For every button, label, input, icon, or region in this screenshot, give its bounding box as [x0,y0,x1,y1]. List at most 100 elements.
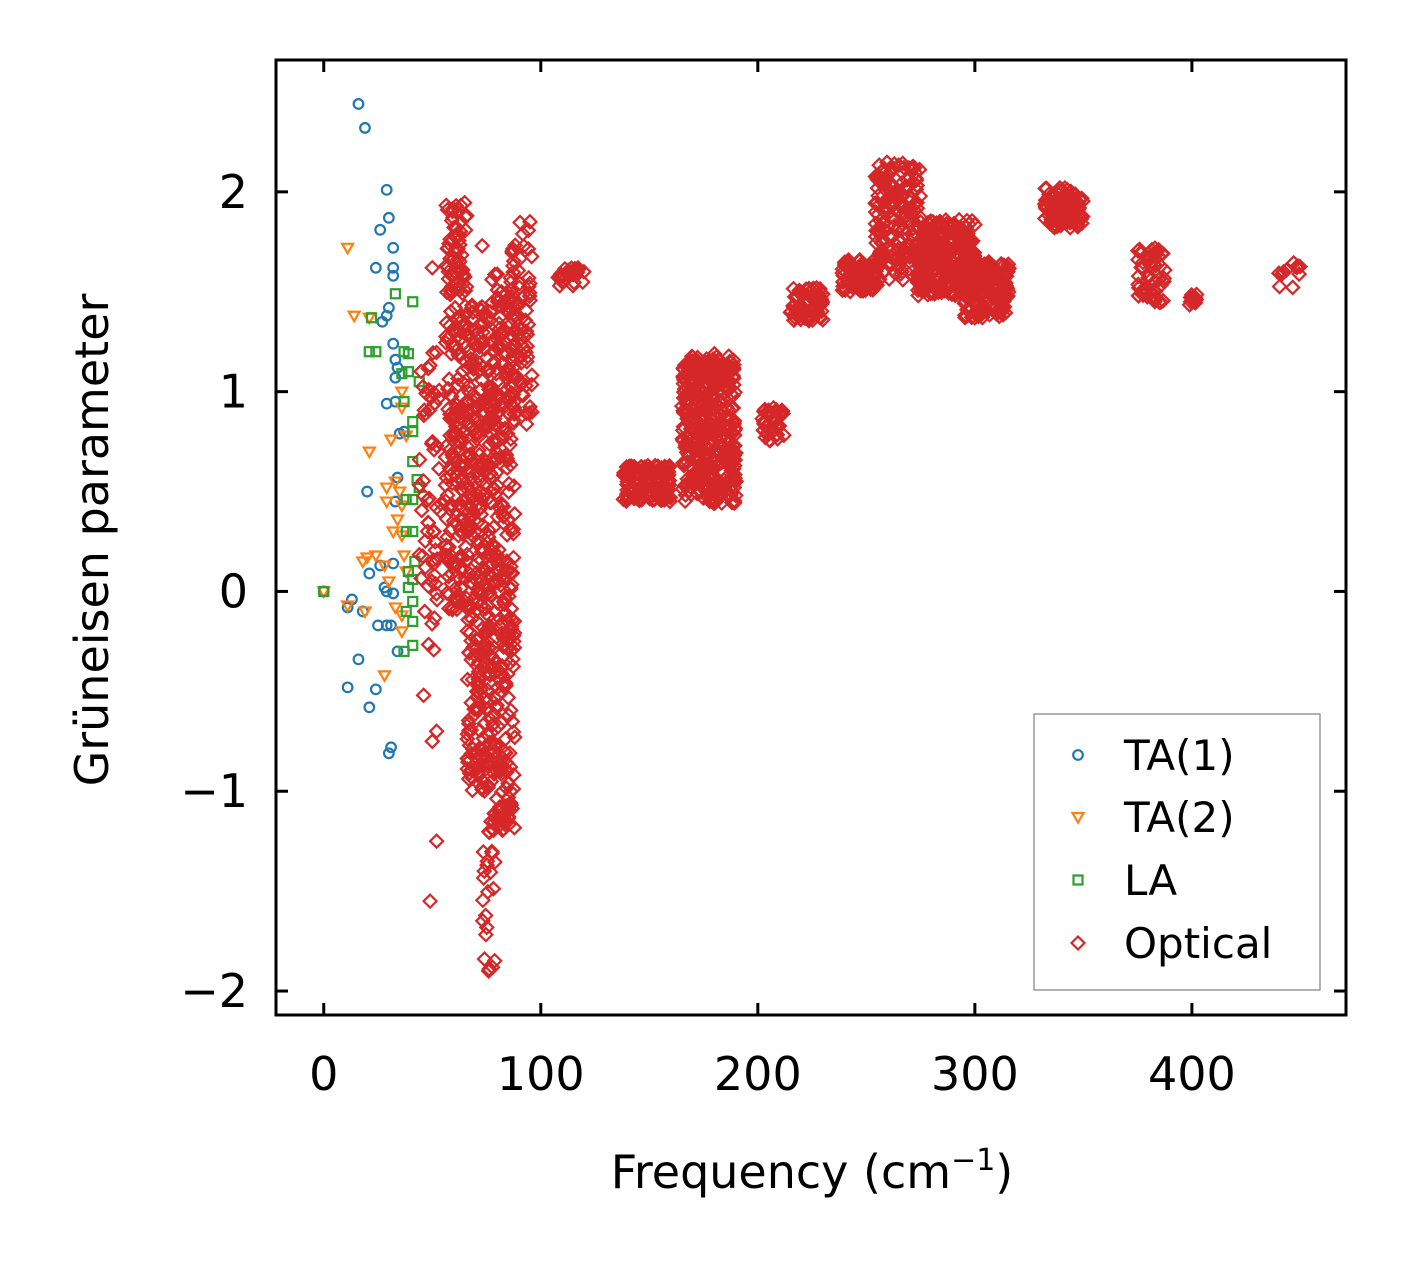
data-point [480,823,497,840]
data-point [758,425,775,442]
data-point [389,288,401,300]
legend-marker [1070,811,1086,825]
data-point [407,639,419,651]
data-point [618,467,635,485]
data-point [460,750,477,767]
data-point [400,525,412,538]
data-point [450,475,467,492]
data-point [680,407,698,424]
legend-label: TA(1) [1123,731,1235,780]
data-point [385,619,397,632]
data-point [959,236,976,253]
data-point [958,265,975,283]
data-point [491,800,508,817]
data-point [456,194,473,211]
data-point [387,602,403,616]
data-point [922,276,940,294]
data-point [1048,204,1065,221]
data-point [469,423,486,440]
data-point [463,722,480,739]
data-point [340,242,356,256]
data-point [491,573,508,590]
data-point [871,271,888,288]
data-point [867,195,884,212]
data-point [912,188,929,205]
data-point [1130,287,1147,305]
data-point [487,450,504,467]
data-point [504,240,521,257]
data-point [502,759,519,776]
data-point [520,222,537,239]
data-point [805,280,822,297]
data-point [413,570,430,587]
data-point [908,172,925,189]
data-point [870,187,887,204]
data-point [444,554,461,572]
data-point [505,293,522,310]
data-point [1052,210,1069,227]
data-point [884,241,901,258]
data-point [361,446,377,460]
data-point [460,327,477,344]
data-point [867,215,884,232]
data-point [385,741,397,754]
data-point [1182,293,1199,310]
data-point [443,575,460,592]
data-point [407,296,419,308]
data-point [964,294,981,311]
data-point [519,348,536,366]
data-point [480,962,497,980]
data-point [512,349,529,366]
data-point [478,625,495,642]
data-point [970,267,987,284]
data-point [445,464,462,481]
data-point [569,261,586,278]
data-point [426,567,443,584]
data-point [361,485,374,498]
data-point [943,235,960,252]
data-point [425,523,442,540]
data-point [638,479,655,496]
legend-label: TA(2) [1123,793,1235,842]
data-point [502,643,519,660]
data-point [654,465,671,483]
data-point [695,384,712,401]
data-point [493,495,510,512]
data-point [497,813,514,830]
data-point [440,270,457,287]
data-point [501,521,519,538]
data-point [480,522,497,539]
data-point [488,365,505,382]
data-point [428,344,445,361]
data-point [491,761,508,778]
data-point [415,472,432,489]
data-point [469,766,486,783]
data-point [519,338,536,355]
y-tick-label: 0 [219,564,248,618]
data-point [704,471,721,488]
data-point [438,510,455,527]
data-point [480,779,497,796]
data-point [478,586,495,603]
data-point [473,779,490,796]
data-point [1046,219,1063,236]
data-point [511,275,528,292]
legend-item: TA(2) [1070,793,1235,842]
data-point [725,413,742,430]
data-point [496,743,513,760]
data-point [1134,244,1151,261]
data-point [510,262,527,279]
data-point [713,454,730,471]
data-point [1285,254,1302,271]
data-point [478,919,495,936]
data-point [363,701,376,714]
data-point [500,483,517,500]
data-point [392,486,408,500]
data-point [723,462,740,479]
legend-marker [1072,749,1084,761]
data-point [1271,278,1288,295]
data-point [419,523,436,540]
data-point [981,306,998,323]
data-point [488,444,506,461]
data-point [510,325,528,342]
